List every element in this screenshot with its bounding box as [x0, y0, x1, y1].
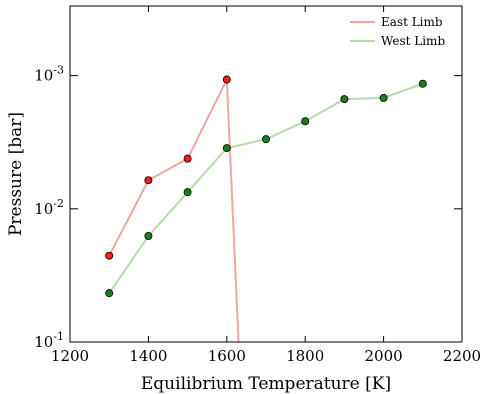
- y-axis-title: Pressure [bar]: [6, 112, 26, 236]
- legend-label: East Limb: [381, 15, 443, 29]
- series-1-point: [418, 79, 427, 88]
- legend-label: West Limb: [381, 34, 445, 48]
- x-axis: 1200 1400 1600 1800 2000 2200: [51, 6, 481, 365]
- y-axis: 10-3 10-2 10-1: [34, 64, 462, 351]
- plot-frame: [69, 5, 463, 343]
- series-1-point: [340, 95, 349, 104]
- x-tick-label: 1600: [208, 347, 246, 365]
- x-tick-label: 2200: [443, 347, 481, 365]
- y-tick-label: 10-1: [34, 330, 64, 351]
- series-1-point: [222, 144, 231, 153]
- y-tick-label: 10-2: [34, 197, 64, 218]
- y-tick-label: 10-3: [34, 64, 64, 85]
- series-1-point: [144, 232, 153, 241]
- series-0-point: [144, 176, 153, 185]
- series-0-point: [222, 75, 231, 84]
- series-layer: [105, 75, 427, 343]
- series-1-point: [105, 289, 114, 298]
- legend: East Limb West Limb: [350, 15, 445, 48]
- plot-background: [70, 6, 462, 342]
- x-tick-label: 1800: [286, 347, 324, 365]
- x-tick-label: 1200: [51, 347, 89, 365]
- series-1-point: [301, 117, 310, 126]
- series-1-point: [261, 135, 270, 144]
- x-tick-label: 1400: [129, 347, 167, 365]
- series-1-point: [379, 93, 388, 102]
- x-tick-label: 2000: [365, 347, 403, 365]
- series-0-point: [105, 251, 114, 260]
- series-1-point: [183, 188, 192, 197]
- x-axis-title: Equilibrium Temperature [K]: [141, 374, 391, 394]
- series-0-point: [183, 154, 192, 163]
